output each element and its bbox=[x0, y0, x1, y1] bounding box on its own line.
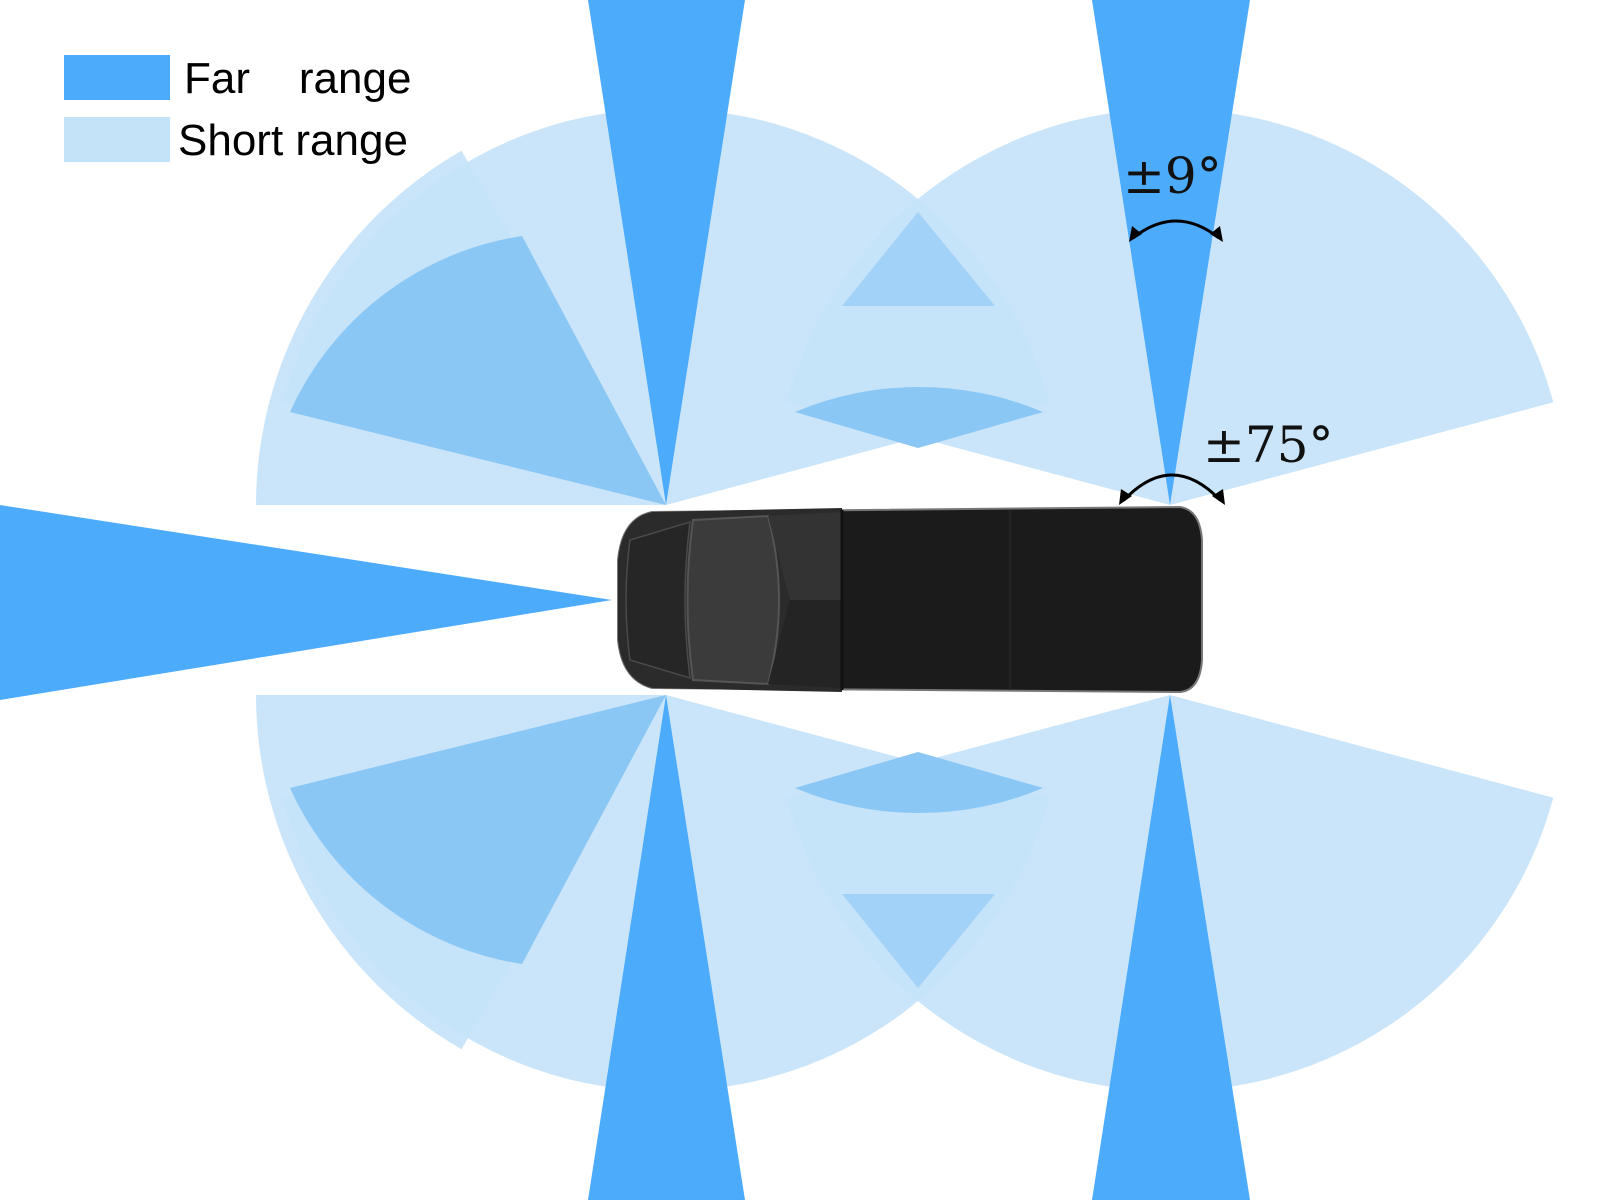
overlap-region-left-upper bbox=[290, 236, 666, 505]
overlap-region-top-center bbox=[842, 212, 995, 306]
far-range-beam-front-left bbox=[588, 0, 745, 505]
vehicle-top-view bbox=[617, 505, 1203, 694]
legend-label-short: Short range bbox=[178, 116, 408, 165]
overlap-region-mid-lower bbox=[795, 752, 1043, 814]
legend-swatch-short bbox=[64, 117, 170, 162]
far-fov-arrowhead-left bbox=[1129, 226, 1142, 242]
legend: Far range Short range bbox=[64, 54, 411, 165]
short-fov-arc-arrow bbox=[1122, 473, 1222, 502]
far-range-beam-front-right bbox=[588, 695, 745, 1200]
far-fov-arc-arrow bbox=[1132, 219, 1220, 240]
overlap-region-mid-upper bbox=[795, 386, 1043, 448]
vehicle-hood bbox=[625, 520, 691, 680]
far-range-beam-rear-left bbox=[1092, 0, 1250, 505]
far-range-beam-rear-right bbox=[1092, 695, 1250, 1200]
short-fov-arrowhead-right bbox=[1212, 489, 1225, 505]
far-range-coverage bbox=[0, 0, 1250, 1200]
vehicle-cab-facet-lower bbox=[768, 600, 842, 688]
overlap-region-bottom-center bbox=[842, 894, 995, 988]
legend-label-far: Far range bbox=[184, 54, 411, 103]
vehicle-windshield bbox=[686, 514, 780, 686]
short-fov-arrowhead-left bbox=[1119, 489, 1132, 505]
vehicle-cab-facet-upper bbox=[768, 512, 842, 600]
short-fov-label: ±75° bbox=[1203, 416, 1334, 474]
short-range-overlap bbox=[290, 212, 1043, 988]
far-fov-annotation: ±9° bbox=[1123, 147, 1223, 242]
far-fov-label: ±9° bbox=[1123, 147, 1222, 205]
far-range-beam-front bbox=[0, 505, 612, 700]
legend-swatch-far bbox=[64, 55, 170, 100]
far-fov-arrowhead-right bbox=[1210, 226, 1223, 242]
overlap-region-left-lower bbox=[290, 695, 666, 964]
short-fov-annotation: ±75° bbox=[1119, 416, 1334, 505]
